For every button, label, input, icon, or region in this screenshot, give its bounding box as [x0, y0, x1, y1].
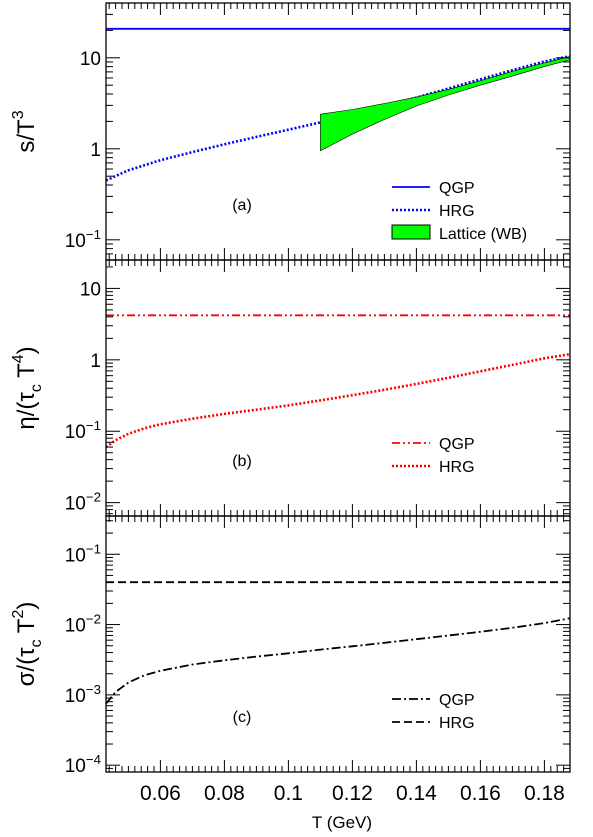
x-tick-label: 0.18 — [524, 782, 565, 805]
legend-entry: HRG — [392, 459, 475, 476]
legend-label: HRG — [439, 203, 475, 220]
x-tick-label: 0.1 — [274, 782, 303, 805]
panel-a: 10−1 1 10 (a) s/T3 QGP HRG Lattice (WB) — [10, 2, 571, 261]
y-tick-label: 10−1 — [65, 541, 101, 566]
y-tick-label: 10−4 — [65, 752, 101, 777]
legend-label: HRG — [439, 459, 475, 476]
y-tick-label: 10 — [80, 279, 101, 300]
x-tick-label: 0.08 — [204, 782, 245, 805]
series-lattice-wb-band — [320, 56, 570, 152]
legend-label: Lattice (WB) — [439, 226, 527, 243]
y-tick-label: 10−1 — [65, 227, 101, 252]
y-tick-label: 1 — [90, 140, 101, 161]
y-axis-label: η/(τc T4) — [10, 346, 45, 429]
y-tick-label: 1 — [90, 351, 101, 372]
series-hrg-line — [106, 352, 570, 449]
x-tick-label: 0.14 — [396, 782, 437, 805]
legend-entry: QGP — [392, 692, 475, 709]
y-tick-label: 10−2 — [65, 612, 101, 637]
legend-label: HRG — [439, 715, 475, 732]
panel-tag: (b) — [232, 453, 252, 470]
x-tick-label: 0.06 — [140, 782, 181, 805]
legend-entry: HRG — [392, 203, 475, 220]
y-tick-label: 10−2 — [65, 490, 101, 515]
legend-swatch — [391, 224, 431, 240]
legend-label: QGP — [439, 180, 475, 197]
series-qgp-line — [106, 617, 570, 705]
legend-entry: HRG — [392, 715, 475, 732]
series-hrg-line — [106, 54, 570, 182]
y-tick-label: 10−1 — [65, 418, 101, 443]
legend-label: QGP — [439, 436, 475, 453]
legend-label: QGP — [439, 692, 475, 709]
panel-b: 10−2 10−1 1 10 (b) η/(τc T4) QGP HRG — [10, 259, 571, 517]
legend: QGP HRG — [392, 436, 475, 476]
legend-entry: QGP — [392, 180, 475, 197]
x-tick-label: 0.16 — [460, 782, 501, 805]
y-tick-label: 10 — [80, 49, 101, 70]
panel-tag: (a) — [232, 197, 252, 214]
panel-c: 10−4 10−3 10−2 10−1 (c) σ/(τc T2) QGP HRG — [10, 515, 571, 777]
legend: QGP HRG Lattice (WB) — [391, 180, 527, 243]
legend-entry: Lattice (WB) — [391, 224, 527, 243]
y-axis-label: s/T3 — [10, 110, 40, 152]
plot-frame — [105, 515, 571, 773]
x-tick-label: 0.12 — [332, 782, 373, 805]
panel-tag: (c) — [233, 709, 252, 726]
y-tick-label: 10−3 — [65, 682, 101, 707]
legend: QGP HRG — [392, 692, 475, 732]
x-axis-label: T (GeV) — [312, 813, 372, 832]
legend-entry: QGP — [392, 436, 475, 453]
y-axis-label: σ/(τc T2) — [10, 602, 45, 687]
plot-frame — [105, 259, 571, 517]
